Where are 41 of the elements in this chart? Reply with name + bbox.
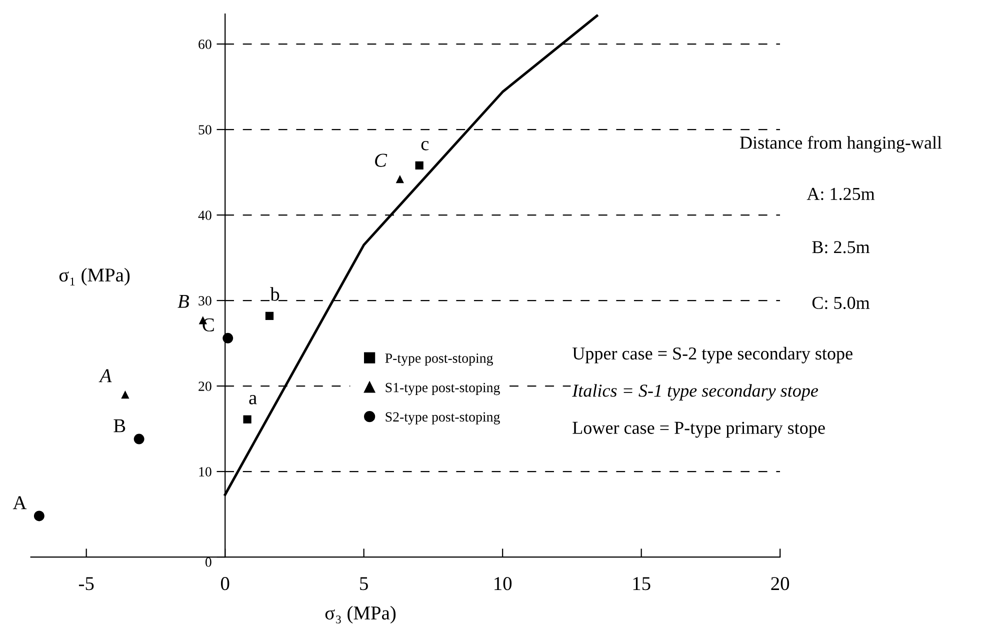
data-label: C [375, 154, 388, 167]
x-tick-label: 20 [771, 577, 790, 590]
text: C: 5.0m [812, 296, 870, 310]
x-tick-label: 5 [360, 577, 368, 590]
data-label: B [114, 419, 126, 432]
point [265, 312, 274, 320]
legend-label: S2-type post-stoping [386, 412, 500, 424]
x-tick-label: 15 [633, 577, 650, 590]
point [222, 332, 234, 344]
annotation: Upper case = S-2 type secondary stope [572, 346, 852, 364]
point [396, 175, 404, 184]
annotation: Distance from hanging-wall [740, 136, 942, 153]
annotation: Italics = S-1 type secondary stope [572, 384, 818, 401]
data-label: b [270, 287, 280, 301]
y-tick-label: 10 [199, 467, 212, 476]
legend-label: P-type post-stoping [385, 354, 493, 366]
point [243, 415, 252, 424]
point [34, 510, 44, 522]
point [121, 390, 130, 399]
y-tick-label: 30 [198, 296, 212, 306]
legend-label: S1-type post-stoping [386, 382, 500, 396]
annotation: Lower case = P-type primary stope [572, 422, 825, 438]
y-tick-label: 20 [198, 382, 212, 391]
text: A: 1.25m [806, 188, 875, 200]
x-tick-label: -5 [78, 577, 94, 590]
data-label: a [249, 395, 257, 404]
data-label: A [12, 496, 27, 510]
x-axis-title: σ₃ (MPa) [325, 606, 396, 624]
point [134, 434, 144, 444]
x-tick-label: 10 [494, 577, 512, 590]
x-tick-label: 0 [220, 577, 230, 590]
y-tick-label: 60 [198, 40, 212, 49]
data-label: c [421, 141, 429, 150]
y-axis-title: σ₁ (MPa) [59, 268, 130, 286]
data-label: B [178, 294, 189, 308]
data-label: A [98, 369, 112, 382]
point [415, 161, 424, 170]
y-tick-label: 50 [198, 125, 212, 134]
y-tick-label: 0 [205, 557, 212, 567]
y-tick-label: 40 [198, 210, 212, 220]
text: B: 2.5m [812, 241, 870, 254]
